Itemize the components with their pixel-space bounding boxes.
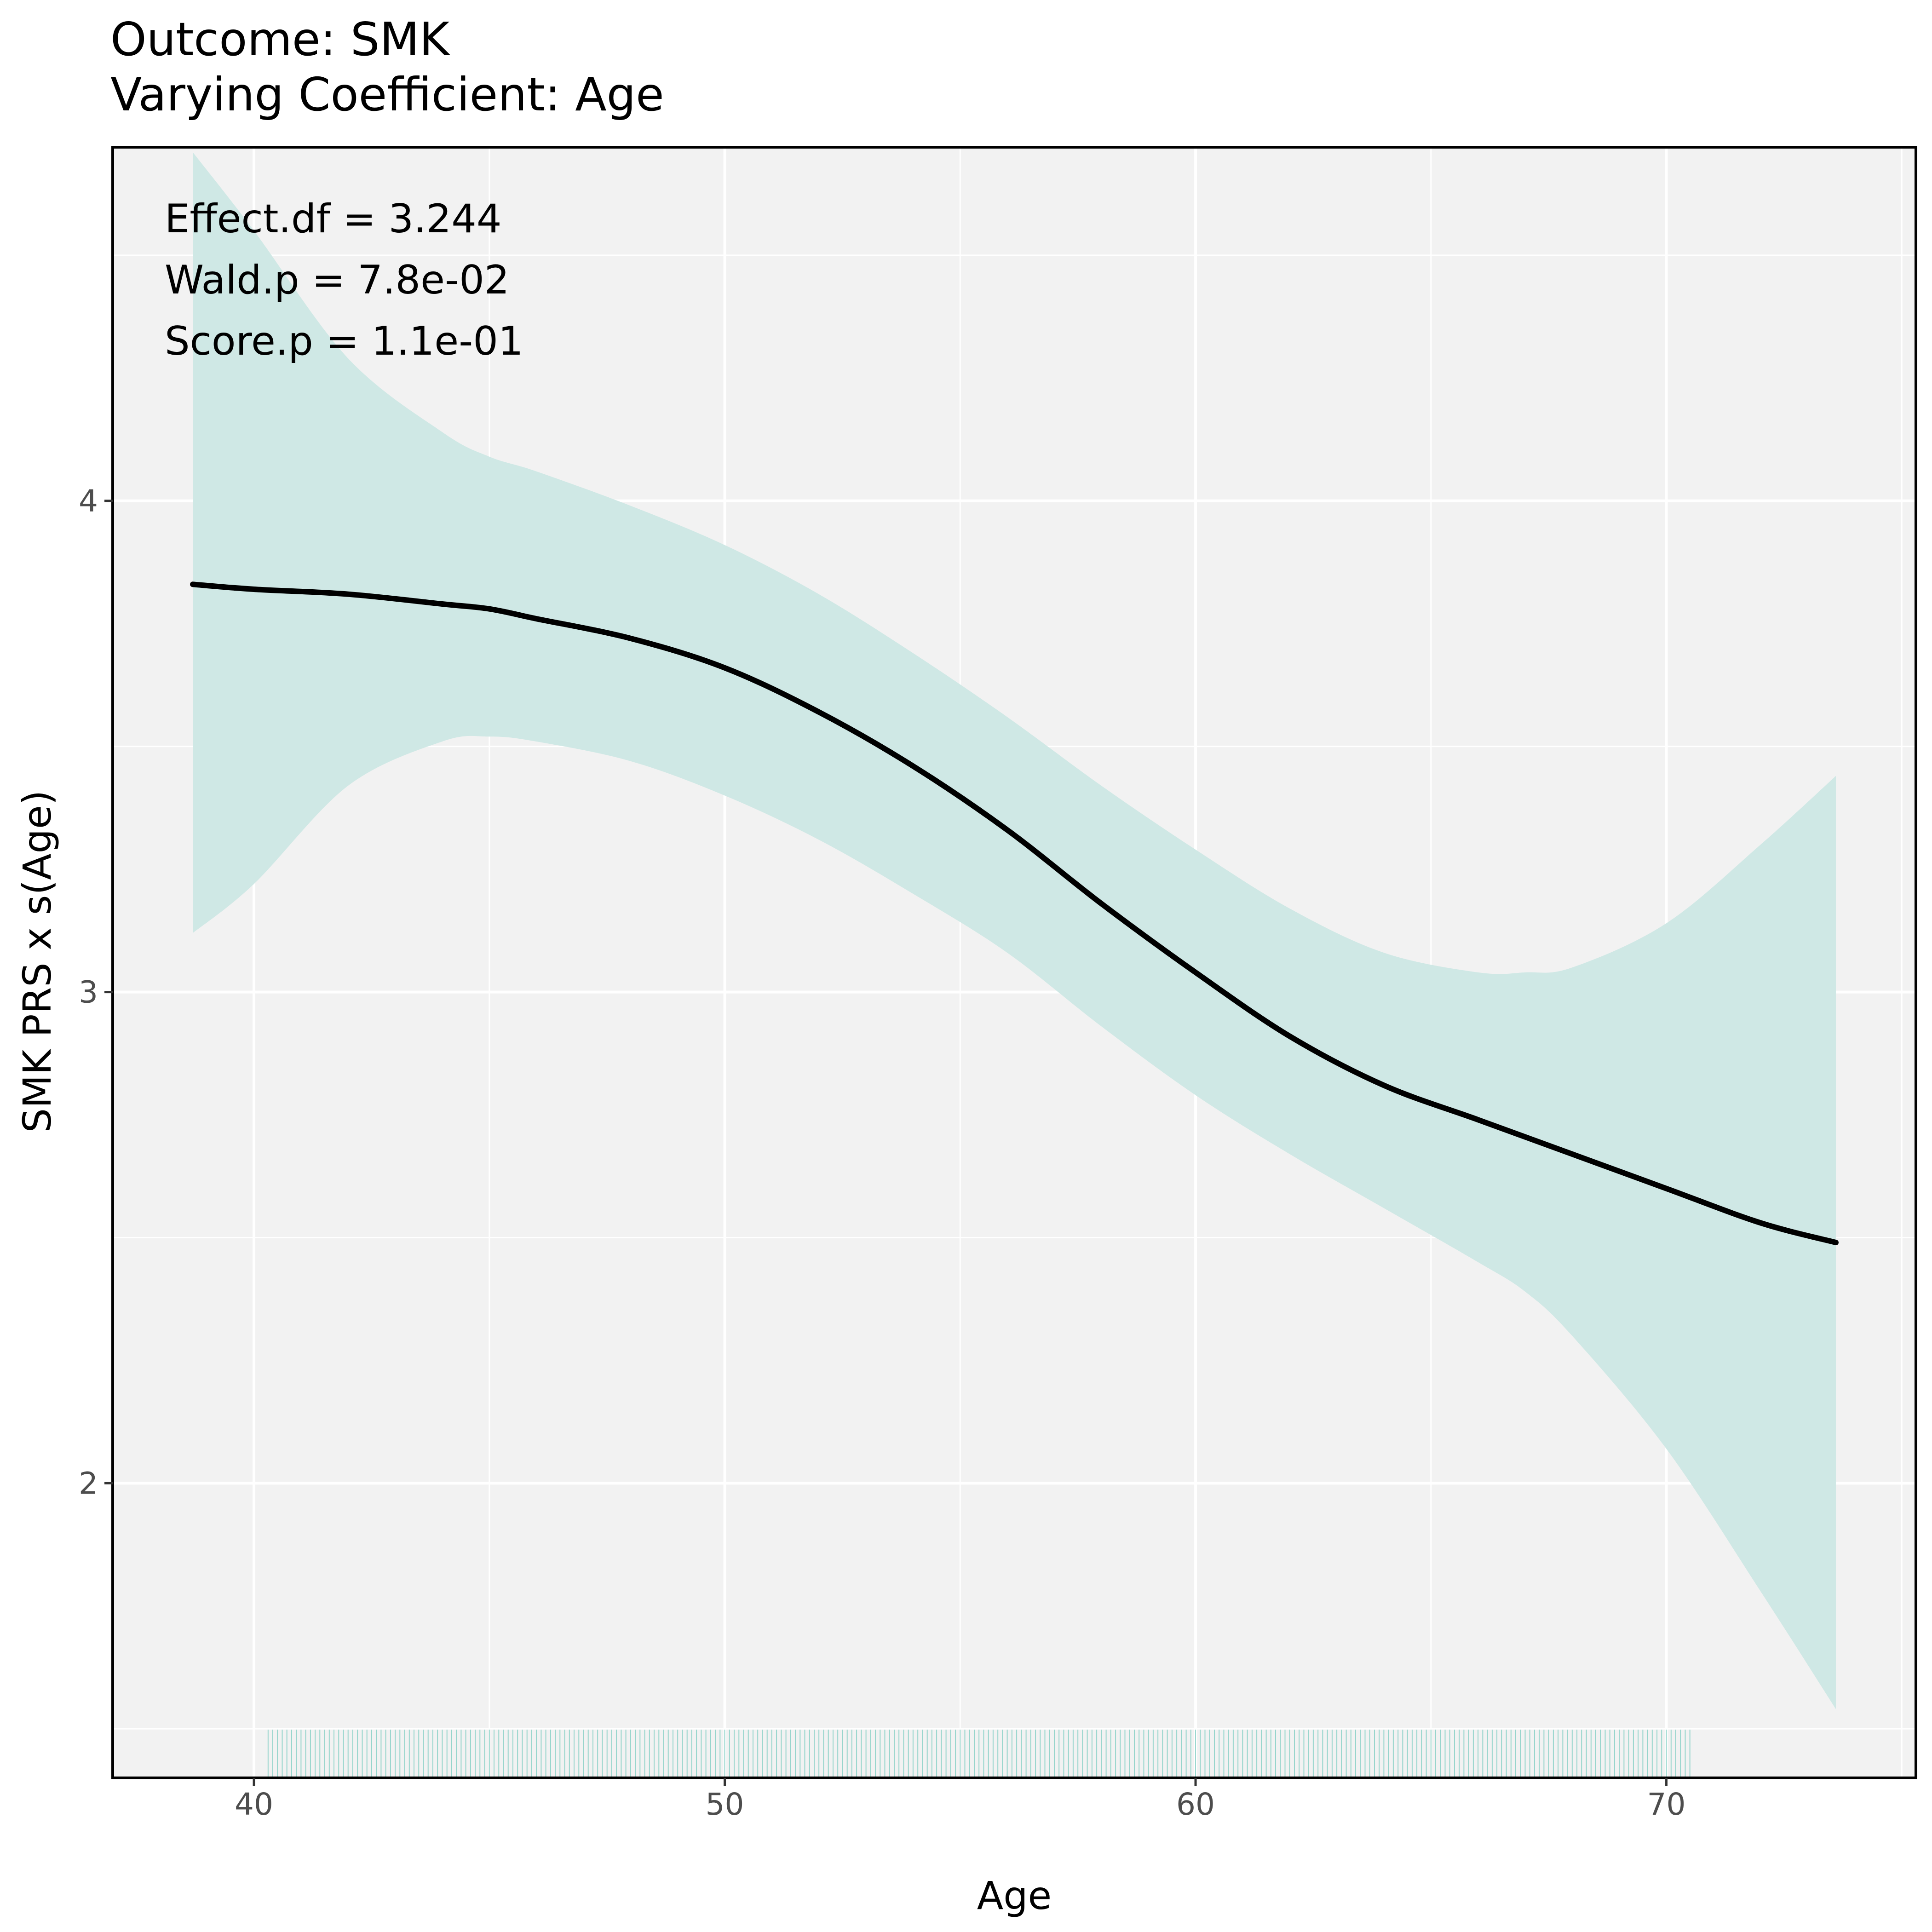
y-tick-label: 2	[79, 1466, 98, 1501]
y-tick-label: 3	[79, 975, 98, 1010]
annotation-effect-df: Effect.df = 3.244	[165, 196, 502, 242]
x-tick-label: 50	[706, 1787, 744, 1822]
x-axis-ticks: 40 50 60 70	[235, 1778, 1686, 1822]
annotation-wald-p: Wald.p = 7.8e-02	[165, 257, 510, 303]
chart-title: Outcome: SMK	[110, 12, 451, 66]
x-tick-label: 60	[1176, 1787, 1215, 1822]
x-tick-label: 40	[235, 1787, 273, 1822]
x-axis-title: Age	[977, 1873, 1052, 1918]
y-axis-title: SMK PRS x s(Age)	[15, 790, 60, 1133]
rug-marks	[267, 1730, 1690, 1778]
panel-border	[111, 146, 1917, 1779]
chart-subtitle: Varying Coefficient: Age	[110, 68, 664, 121]
y-tick-label: 4	[79, 483, 98, 519]
fitted-line	[190, 581, 1839, 1246]
y-axis-ticks: 2 3 4	[79, 483, 113, 1501]
confidence-band	[193, 152, 1836, 1709]
x-tick-label: 70	[1647, 1787, 1686, 1822]
annotation-score-p: Score.p = 1.1e-01	[165, 318, 523, 364]
